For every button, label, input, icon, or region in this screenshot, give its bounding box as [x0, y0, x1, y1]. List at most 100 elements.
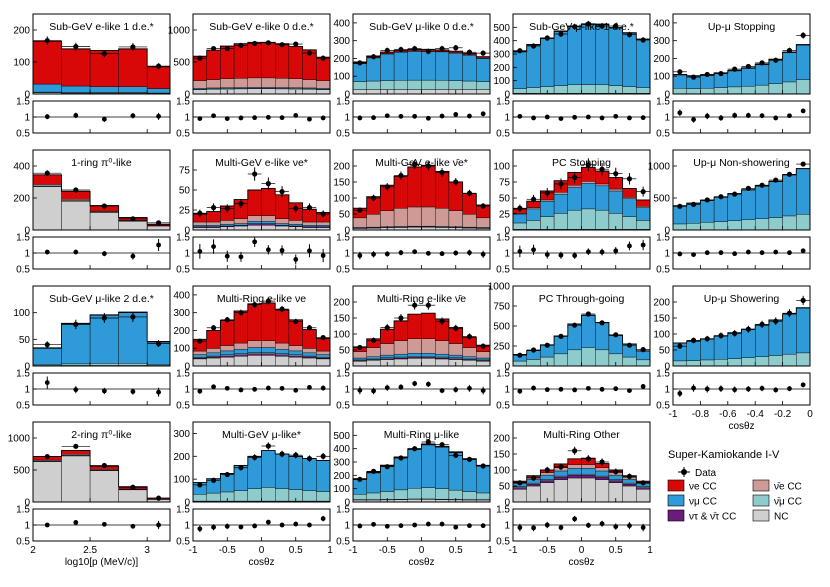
ratio-point: [320, 115, 326, 121]
ratio-point: [773, 387, 779, 393]
bar-numu-bin-4: [727, 332, 742, 359]
bar-nue-bin-5: [421, 165, 436, 208]
x-tick-label: 0: [807, 409, 813, 420]
ratio-tick-label: 1.5: [16, 97, 30, 108]
ratio-point: [627, 523, 632, 529]
bar-nc-bin-3: [393, 89, 409, 94]
bar-numubar-bin-1: [206, 492, 221, 502]
y-tick-label: 300: [493, 50, 510, 61]
bar-nutau-bin-0: [513, 487, 527, 490]
bar-nutau-bin-7: [608, 480, 623, 483]
bar-nutau-bin-5: [261, 353, 276, 356]
bar-numubar-bin-7: [768, 217, 783, 230]
ratio-tick-label: 1: [24, 113, 30, 124]
bar-numubar-bin-5: [741, 219, 756, 230]
ratio-tick-label: 1: [184, 385, 190, 396]
legend-data-marker: [681, 469, 687, 475]
bar-nuebar-bin-3: [233, 78, 249, 88]
ratio-point: [531, 115, 536, 121]
y-tick-label: 300: [653, 36, 670, 47]
y-tick-label: 150: [333, 178, 350, 189]
ratio-point: [238, 524, 244, 530]
data-point: [585, 162, 591, 168]
bar-numu-bin-2: [540, 200, 555, 217]
bar-nc-bin-0: [193, 358, 207, 366]
data-point: [130, 216, 136, 222]
x-axis-label: cosθz: [248, 557, 274, 568]
bar-nue-bin-5: [421, 313, 436, 340]
bar-numubar-bin-0: [353, 81, 367, 90]
bar-nuebar-bin-9: [316, 80, 330, 89]
ratio-tick-label: 0.5: [656, 401, 670, 412]
bar-nue-bin-3: [233, 43, 249, 79]
y-tick-label: 0: [184, 226, 190, 237]
bar-numubar-bin-1: [61, 363, 91, 366]
x-tick-label: -1: [349, 545, 358, 556]
panel-16: Multi-GeV μ-like* 0 100 200 300 0.5 1 1.5 -1 -0.5…: [173, 421, 333, 568]
bar-numubar-bin-4: [727, 358, 742, 366]
y-tick-label: 0: [504, 362, 510, 373]
ratio-point: [238, 387, 244, 393]
y-tick-label: 0: [24, 362, 30, 373]
bar-numubar-bin-4: [567, 209, 582, 230]
ratio-tick-label: 0.5: [16, 129, 30, 140]
bar-numubar-bin-9: [316, 491, 330, 502]
y-tick-label: 0: [664, 226, 670, 237]
bar-numu-bin-0: [193, 354, 207, 358]
data-point: [425, 302, 431, 308]
ratio-point: [677, 391, 683, 396]
bar-nc-bin-5: [581, 477, 596, 502]
bar-nuebar-bin-9: [476, 351, 490, 359]
mc-total-line: [673, 168, 810, 207]
data-point: [210, 477, 217, 483]
bar-numu-bin-9: [796, 307, 810, 354]
y-tick-label: 25: [179, 206, 191, 217]
bar-numu-bin-3: [393, 457, 409, 491]
bar-nue-bin-5: [261, 42, 276, 79]
legend-label-nc: NC: [774, 512, 788, 523]
bar-numu-bin-8: [462, 459, 477, 492]
y-tick-label: 100: [173, 475, 190, 486]
ratio-point: [224, 385, 230, 391]
data-point: [265, 40, 271, 46]
data-point: [599, 320, 605, 326]
data-point: [279, 451, 285, 457]
ratio-point: [384, 251, 390, 257]
bar-nue-bin-6: [275, 43, 290, 79]
ratio-point: [732, 387, 738, 393]
data-point: [745, 326, 751, 332]
ratio-point: [691, 252, 696, 257]
bar-nc-bin-6: [275, 225, 290, 230]
bar-numu-bin-8: [462, 356, 477, 360]
plot-frame: [672, 149, 811, 231]
x-tick-label: -1: [509, 545, 518, 556]
panel-title: PC Through-going: [539, 293, 625, 305]
bar-numu-bin-7: [608, 474, 623, 480]
bar-nc-bin-0: [353, 361, 367, 366]
bar-nuebar-bin-1: [206, 221, 221, 226]
data-point: [517, 480, 523, 486]
data-point: [585, 21, 591, 27]
ratio-point: [412, 522, 418, 528]
panel-8: PC Stopping 0 25 50 75 100 0.5 1 1.5: [493, 149, 651, 276]
ratio-point: [357, 115, 363, 121]
ratio-tick-label: 1: [184, 521, 190, 532]
plot-frame: [672, 285, 811, 367]
bar-numubar-bin-3: [553, 353, 568, 366]
bar-nuebar-bin-0: [193, 350, 207, 355]
bar-nc-bin-6: [595, 479, 610, 502]
ratio-tick-label: 0.5: [176, 129, 190, 140]
ratio-point: [44, 249, 50, 255]
legend-title: Super-Kamiokande I-V: [668, 449, 780, 461]
bar-numu-bin-5: [261, 220, 276, 224]
stack-bars: [513, 23, 650, 94]
bar-numu-bin-5: [581, 24, 596, 85]
bar-numu-bin-4: [146, 88, 170, 94]
bar-nc-bin-1: [366, 89, 381, 94]
stack-bars: [33, 40, 170, 94]
legend-swatch-nuebar: [752, 479, 770, 492]
bar-numu-bin-1: [526, 208, 541, 221]
bar-numubar-bin-5: [421, 79, 436, 90]
data-point: [384, 47, 390, 54]
